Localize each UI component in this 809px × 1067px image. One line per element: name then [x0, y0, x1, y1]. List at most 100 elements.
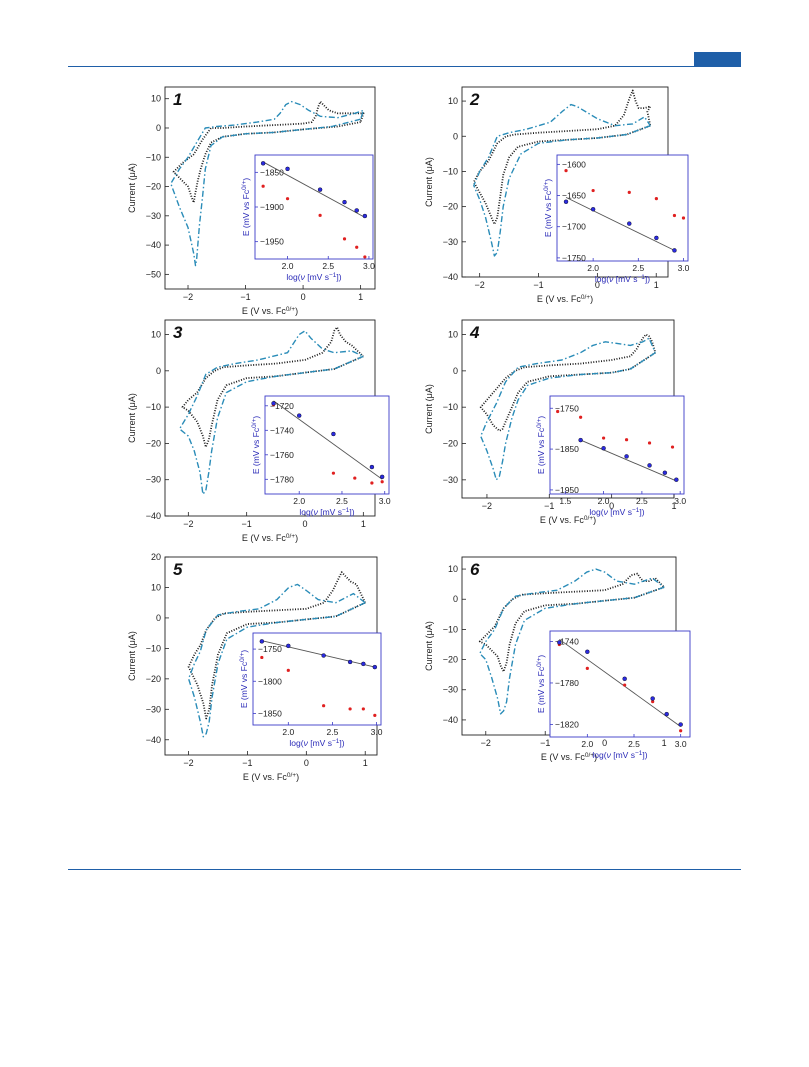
- y-tick-label: −30: [146, 475, 161, 485]
- y-tick-label: 0: [156, 366, 161, 376]
- inset-blue-point: [260, 161, 266, 166]
- inset-x-tick-label: 2.5: [322, 261, 334, 271]
- x-tick-label: 0: [304, 758, 309, 768]
- y-axis-title: Current (μA): [127, 631, 137, 681]
- x-tick-label: 1: [671, 501, 676, 511]
- inset-blue-point: [259, 639, 265, 644]
- y-tick-label: 10: [448, 564, 458, 574]
- y-tick-label: 10: [151, 330, 161, 340]
- panel-number: 1: [173, 90, 182, 109]
- y-tick-label: −30: [443, 685, 458, 695]
- x-tick-label: 0: [301, 292, 306, 302]
- inset-frame: [549, 395, 685, 495]
- inset-blue-point: [342, 199, 347, 205]
- inset-red-point: [627, 190, 631, 195]
- inset-y-tick-label: −1950: [555, 485, 579, 495]
- inset-plot: 2.0 2.5 3.0 −1600 −1650 −1700 −1750 log(ν [mV s…: [543, 154, 690, 285]
- y-tick-label: 20: [151, 552, 161, 562]
- inset-blue-point: [361, 661, 366, 667]
- y-tick-label: −40: [443, 272, 458, 282]
- inset-frame: [556, 154, 689, 262]
- x-axis-title: E (V vs. Fc0/+): [537, 294, 593, 305]
- y-tick-label: −20: [443, 655, 458, 665]
- x-tick-label: −1: [240, 292, 250, 302]
- inset-blue-point: [674, 477, 679, 482]
- y-tick-label: 10: [448, 96, 458, 106]
- inset-y-tick-label: −1750: [258, 644, 282, 654]
- inset-y-axis-title: E (mV vs Fc0/+): [536, 655, 547, 714]
- inset-x-tick-label: 2.0: [282, 261, 294, 271]
- inset-x-tick-label: 3.0: [379, 496, 391, 506]
- panel-number: 5: [173, 560, 183, 579]
- inset-red-point: [556, 409, 560, 414]
- y-tick-label: −40: [443, 715, 458, 725]
- inset-x-axis-title: log(ν [mV s−1]): [299, 507, 354, 518]
- inset-plot: 2.0 2.5 3.0 −1720 −1740 −1760 −1780 log(ν [mV s…: [251, 395, 391, 518]
- inset-plot: 2.0 2.5 3.0 −1750 −1800 −1850 log(ν [mV s−1]) E…: [239, 632, 383, 748]
- inset-x-axis-title: log(ν [mV s−1]): [589, 507, 644, 518]
- inset-y-tick-label: −1780: [555, 678, 579, 688]
- header-accent-tab: [694, 52, 741, 67]
- inset-blue-point: [624, 454, 629, 459]
- inset-x-tick-label: 3.0: [675, 739, 687, 749]
- inset-blue-point: [627, 221, 632, 226]
- inset-fit-line: [273, 400, 383, 480]
- y-tick-label: −40: [146, 240, 161, 250]
- inset-red-point: [564, 168, 568, 173]
- inset-y-tick-label: −1700: [562, 222, 586, 232]
- inset-y-tick-label: −1720: [270, 401, 294, 411]
- y-tick-label: 0: [453, 594, 458, 604]
- inset-y-tick-label: −1800: [258, 676, 282, 686]
- inset-red-point: [318, 213, 322, 217]
- inset-red-point: [591, 188, 595, 193]
- y-tick-label: 0: [453, 366, 458, 376]
- x-tick-label: −1: [544, 501, 554, 511]
- y-axis-title: Current (μA): [127, 393, 137, 443]
- inset-blue-point: [286, 643, 291, 649]
- x-tick-label: −1: [242, 519, 252, 529]
- y-tick-label: −30: [443, 237, 458, 247]
- inset-blue-point: [664, 711, 669, 717]
- y-tick-label: −20: [146, 182, 161, 192]
- inset-red-point: [585, 666, 589, 671]
- x-tick-label: −1: [540, 738, 550, 748]
- y-tick-label: 10: [151, 94, 161, 104]
- inset-x-tick-label: 3.0: [363, 261, 375, 271]
- inset-x-axis-title: log(ν [mV s−1]): [595, 274, 650, 285]
- x-tick-label: 0: [302, 519, 307, 529]
- x-tick-label: −2: [481, 738, 491, 748]
- header-rule: [68, 66, 741, 67]
- inset-fit-line: [565, 196, 675, 251]
- inset-blue-point: [672, 248, 677, 253]
- inset-red-point: [355, 245, 359, 249]
- inset-blue-point: [354, 208, 359, 213]
- footer-rule: [68, 869, 741, 870]
- inset-blue-point: [317, 187, 323, 192]
- y-tick-label: 0: [453, 131, 458, 141]
- inset-y-tick-label: −1740: [270, 425, 294, 435]
- inset-red-point: [363, 255, 367, 259]
- x-tick-label: −2: [183, 519, 193, 529]
- panel-number: 2: [469, 90, 480, 109]
- x-tick-label: 0: [602, 738, 607, 748]
- inset-blue-point: [297, 413, 302, 418]
- inset-blue-point: [578, 437, 583, 443]
- inset-x-tick-label: 2.0: [282, 727, 294, 737]
- cv-trace-dotted: [181, 326, 364, 448]
- y-tick-label: −40: [146, 511, 161, 521]
- inset-blue-point: [563, 199, 569, 204]
- inset-blue-point: [678, 722, 683, 727]
- inset-y-axis-title: E (mV vs Fc0/+): [251, 416, 262, 475]
- inset-blue-point: [331, 431, 336, 437]
- inset-blue-point: [362, 213, 368, 219]
- inset-fit-line: [559, 638, 681, 727]
- inset-blue-point: [654, 235, 659, 241]
- y-tick-label: −10: [146, 152, 161, 162]
- x-tick-label: −2: [475, 280, 485, 290]
- cv-trace-dashdot: [170, 100, 365, 267]
- y-axis-title: Current (μA): [424, 621, 434, 671]
- inset-blue-point: [647, 463, 652, 468]
- inset-x-tick-label: 2.0: [598, 496, 610, 506]
- y-axis-title: Current (μA): [424, 157, 434, 207]
